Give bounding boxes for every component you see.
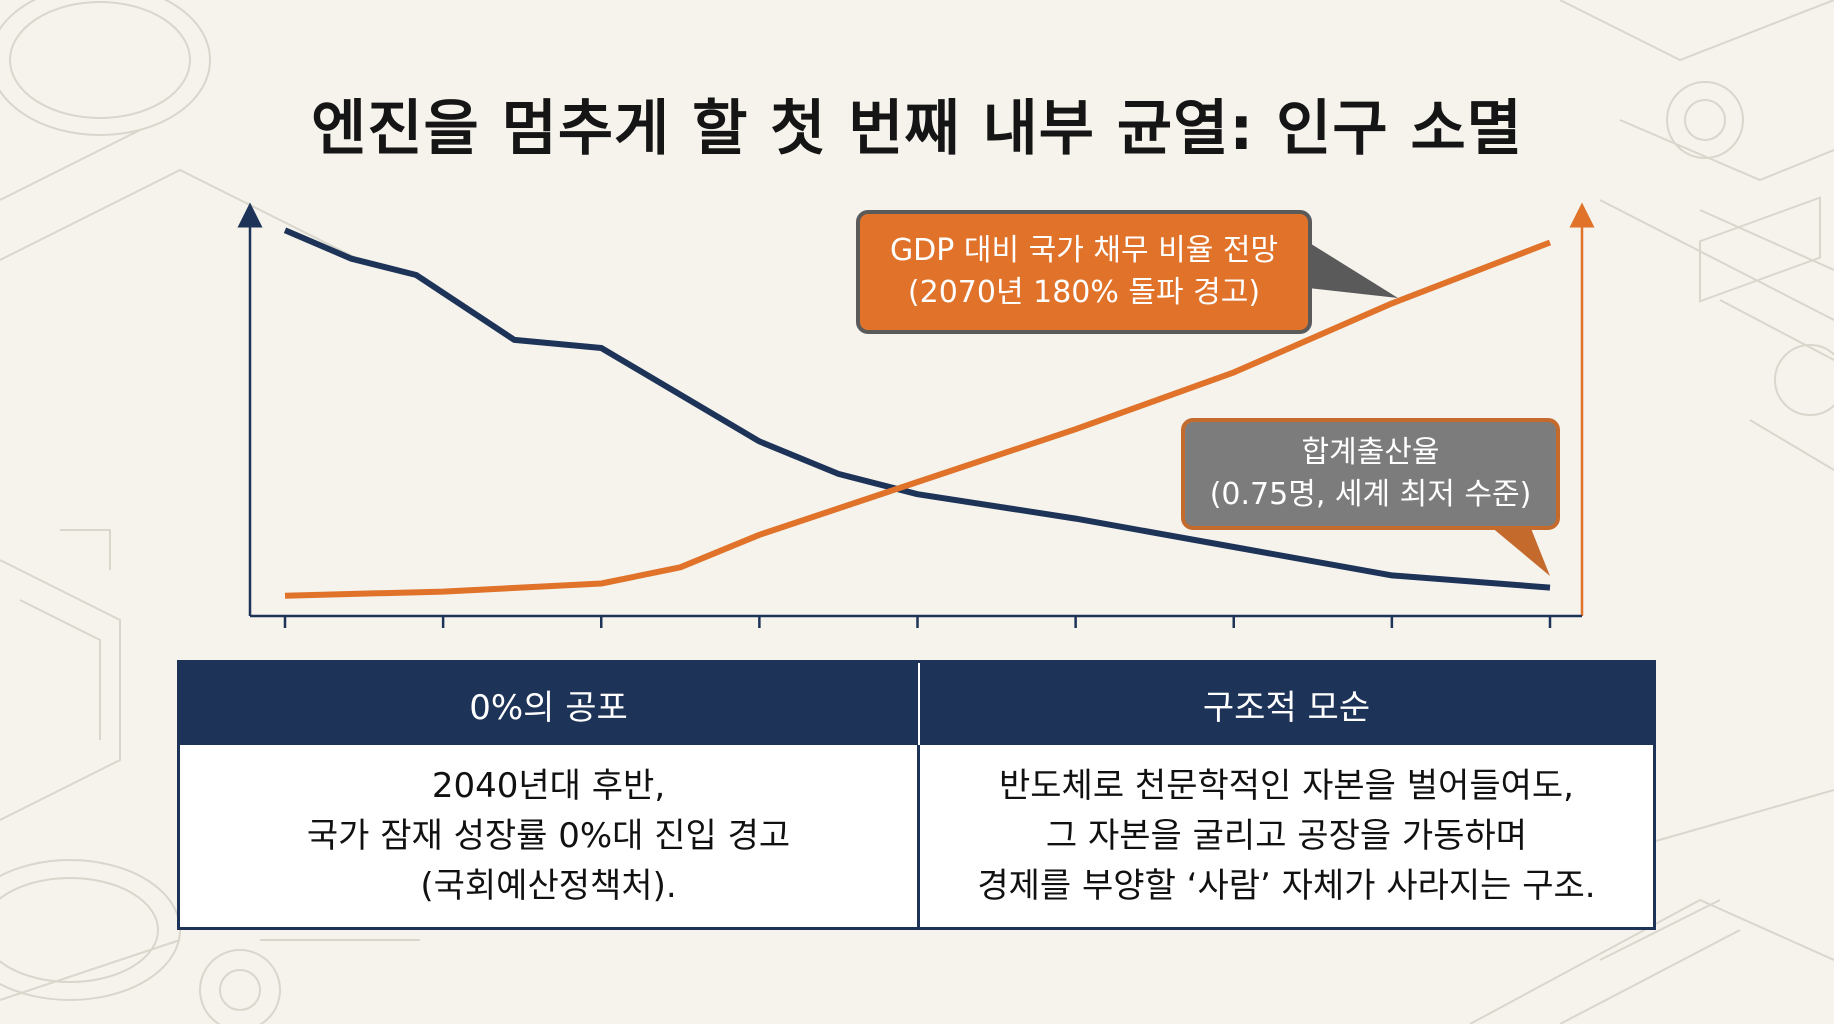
debt-ratio-line: [284, 239, 1552, 599]
gear-icon-bottom-left: [199, 949, 281, 1024]
fertility-callout: [1181, 418, 1560, 576]
right-body-line-1: 반도체로 천문학적인 자본을 벌어들여도,: [998, 766, 1574, 806]
fertility-rate-line: [283, 227, 1551, 591]
left-body-line-3: (국회예산정책처).: [420, 866, 677, 906]
fertility-callout-line2: (0.75명, 세계 최저 수준): [1209, 477, 1532, 512]
summary-table: 0%의 공포 구조적 모순 2040년대 후반, 국가 잠재 성장률 0%대 진…: [177, 660, 1656, 930]
debt-callout: [856, 210, 1398, 334]
panel-divider: [917, 663, 920, 927]
page-title: 엔진을 멈추게 할 첫 번째 내부 균열: 인구 소멸: [311, 94, 1523, 164]
left-body-line-2: 국가 잠재 성장률 0%대 진입 경고: [306, 816, 791, 856]
right-body: 반도체로 천문학적인 자본을 벌어들여도, 그 자본을 굴리고 공장을 가동하며…: [920, 745, 1653, 927]
fertility-callout-line1: 합계출산율: [1301, 435, 1440, 470]
fertility-callout-text: 합계출산율 (0.75명, 세계 최저 수준): [1187, 432, 1554, 516]
gear-icon-right: [1774, 344, 1834, 416]
wafer-icon-bottom-left: [0, 859, 181, 1001]
left-body-line-1: 2040년대 후반,: [431, 766, 666, 806]
left-header: 0%의 공포: [180, 663, 917, 745]
debt-callout-line1: GDP 대비 국가 채무 비율 전망: [889, 233, 1279, 268]
gear-icon-top-right: [1666, 81, 1744, 159]
right-body-line-3: 경제를 부양할 ‘사람’ 자체가 사라지는 구조.: [977, 866, 1596, 906]
right-body-line-2: 그 자본을 굴리고 공장을 가동하며: [1045, 816, 1528, 856]
right-header: 구조적 모순: [920, 663, 1653, 745]
debt-callout-text: GDP 대비 국가 채무 비율 전망 (2070년 180% 돌파 경고): [862, 230, 1306, 314]
wafer-icon-top-left: [0, 0, 211, 136]
left-body: 2040년대 후반, 국가 잠재 성장률 0%대 진입 경고 (국회예산정책처)…: [180, 745, 917, 927]
debt-callout-line2: (2070년 180% 돌파 경고): [907, 275, 1261, 310]
header-divider: [918, 663, 920, 745]
